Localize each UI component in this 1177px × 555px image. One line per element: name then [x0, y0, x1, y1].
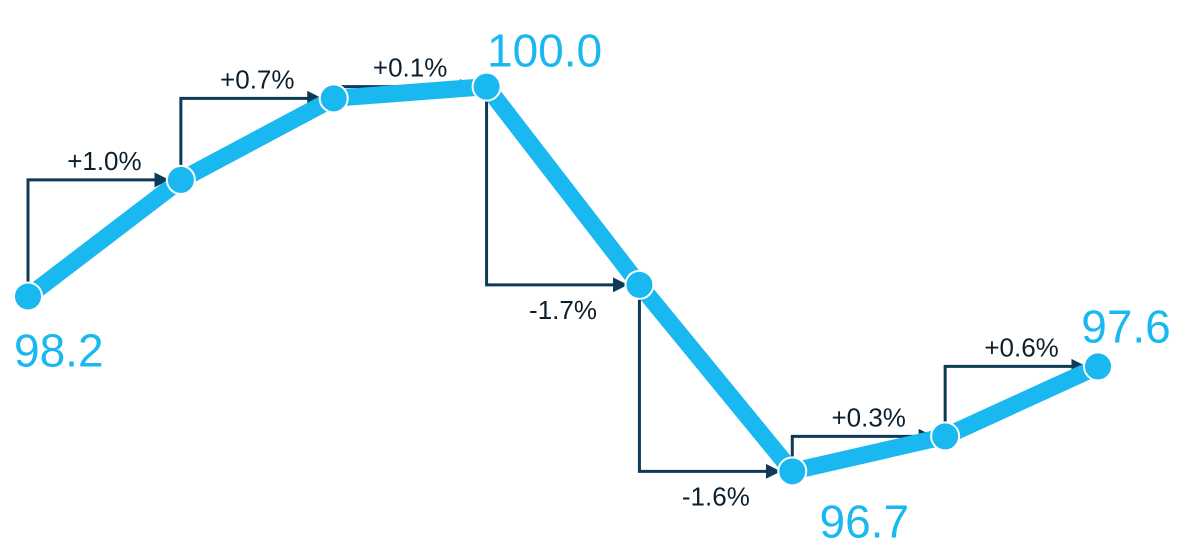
- data-points: [13, 71, 1113, 487]
- data-point: [318, 83, 349, 114]
- data-point: [1083, 351, 1113, 382]
- change-label: +0.7%: [220, 64, 294, 94]
- change-label: -1.7%: [529, 295, 597, 325]
- change-arrow: [179, 90, 323, 180]
- change-arrow: [943, 358, 1087, 437]
- change-arrow: [26, 172, 170, 297]
- change-label: -1.6%: [682, 481, 750, 511]
- value-label: 100.0: [487, 25, 602, 77]
- change-arrow: [485, 86, 628, 293]
- data-point: [165, 164, 196, 195]
- change-label: +0.3%: [831, 402, 905, 432]
- data-point: [471, 71, 502, 102]
- value-label: 97.6: [1081, 300, 1171, 352]
- change-arrow: [637, 284, 781, 479]
- data-point: [624, 269, 655, 300]
- change-arrows: [26, 79, 1087, 479]
- value-label: 98.2: [14, 324, 104, 376]
- series-line-layer: [19, 78, 1107, 480]
- data-point: [930, 421, 961, 452]
- value-label: 96.7: [820, 495, 910, 547]
- change-label: +0.6%: [984, 332, 1058, 362]
- series-line: [19, 78, 1107, 480]
- labels-layer: +1.0% +0.7% +0.1% -1.7% -1.6% +0.3% +0.6% 98.2 1…: [14, 25, 1171, 548]
- change-label: +0.1%: [373, 53, 447, 83]
- data-point: [13, 281, 43, 312]
- change-label: +1.0%: [67, 146, 141, 176]
- data-point: [777, 456, 808, 487]
